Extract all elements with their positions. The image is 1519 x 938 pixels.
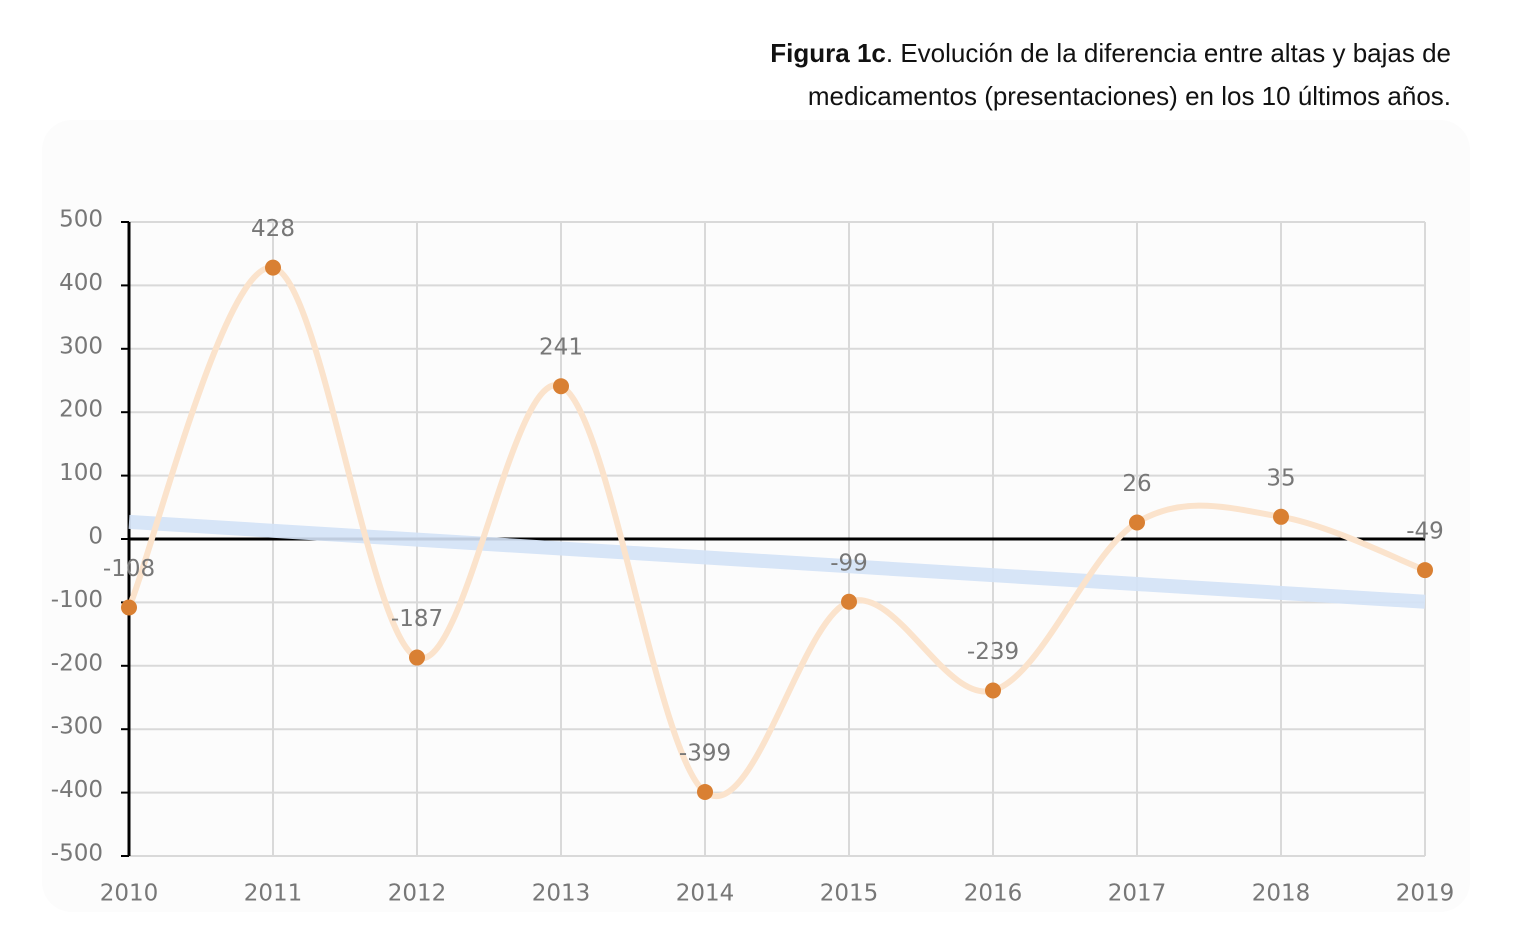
data-point [265,259,281,276]
title-text: . Evolución de la diferencia entre altas… [807,38,1451,111]
data-point [1129,514,1145,531]
y-tick-label: 400 [59,270,103,296]
x-tick-label: 2019 [1396,881,1455,907]
x-tick-label: 2017 [1108,881,1167,907]
data-label: -239 [967,639,1019,665]
y-tick-label: -300 [51,714,103,740]
x-tick-label: 2016 [964,881,1023,907]
trendline [128,514,1426,609]
x-tick-label: 2015 [820,881,879,907]
y-tick-label: 200 [59,397,103,423]
data-point [553,378,569,395]
data-point [1273,508,1289,525]
data-point [409,649,425,666]
x-tick-label: 2010 [100,881,159,907]
data-point [841,593,857,610]
x-tick-label: 2018 [1252,881,1311,907]
data-label: -399 [679,740,731,766]
x-tick-label: 2014 [676,881,735,907]
data-point [121,599,137,616]
y-tick-label: 0 [88,524,103,550]
data-point [985,682,1001,699]
x-tick-label: 2013 [532,881,591,907]
chart-title: Figura 1c. Evolución de la diferencia en… [671,32,1451,118]
x-tick-label: 2011 [244,881,303,907]
y-tick-label: -500 [51,841,103,867]
y-tick-label: 500 [59,207,103,233]
data-point [1417,562,1433,579]
y-tick-label: -400 [51,777,103,803]
y-tick-label: -100 [51,587,103,613]
data-label: 35 [1266,465,1295,491]
title-label: Figura 1c [770,38,886,68]
data-label: -108 [103,556,155,582]
data-label: -49 [1406,519,1444,545]
data-label: 428 [251,216,295,242]
y-tick-label: 300 [59,333,103,359]
y-tick-label: -200 [51,650,103,676]
data-label: 241 [539,335,583,361]
data-label: 26 [1122,471,1151,497]
data-point [697,783,713,800]
x-tick-label: 2012 [388,881,447,907]
y-tick-label: 100 [59,460,103,486]
data-label: -99 [830,550,868,576]
data-label: -187 [391,606,443,632]
plot-background [42,120,1470,912]
